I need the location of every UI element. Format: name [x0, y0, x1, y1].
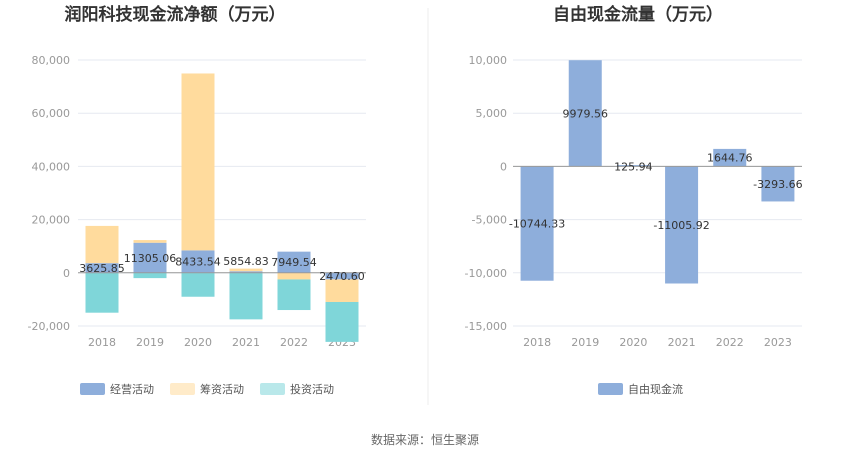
y-tick-label: -5,000 — [472, 214, 507, 227]
data-label: 7949.54 — [271, 256, 317, 269]
bar — [85, 272, 119, 313]
y-tick-label: 5,000 — [476, 107, 508, 120]
data-label: 11305.06 — [124, 252, 177, 265]
bar — [277, 279, 311, 311]
bar — [616, 165, 650, 167]
x-tick-label: 2019 — [571, 336, 599, 349]
data-label: -3293.66 — [753, 178, 802, 191]
x-tick-label: 2021 — [668, 336, 696, 349]
bar — [325, 272, 359, 280]
y-tick-label: -10,000 — [465, 267, 507, 280]
legend-entry: 筹资活动 — [200, 382, 244, 396]
x-tick-label: 2021 — [232, 336, 260, 349]
data-source: 数据来源：恒生聚源 — [371, 432, 479, 447]
bar — [520, 166, 554, 281]
cashflow-net-chart: 润阳科技现金流净额（万元） 80,000 60,000 40,000 20,000 0 -… — [28, 4, 366, 396]
data-label: -10744.33 — [509, 218, 565, 231]
x-tick-label: 2020 — [619, 336, 647, 349]
x-tick-label: 2018 — [88, 336, 116, 349]
legend-entry: 投资活动 — [290, 382, 334, 396]
legend-swatch — [170, 383, 195, 395]
bar — [229, 268, 263, 272]
y-tick-label: -20,000 — [28, 320, 70, 333]
bar — [181, 272, 215, 297]
chart-title: 润阳科技现金流净额（万元） — [65, 4, 286, 25]
data-label: 5854.83 — [223, 255, 269, 268]
x-tick-label: 2020 — [184, 336, 212, 349]
y-tick-label: -15,000 — [465, 320, 507, 333]
x-tick-label: 2022 — [280, 336, 308, 349]
data-label: 8433.54 — [175, 256, 221, 269]
x-tick-label: 2023 — [764, 336, 792, 349]
y-tick-label: 80,000 — [32, 54, 71, 67]
y-tick-label: 60,000 — [32, 107, 71, 120]
x-tick-label: 2018 — [523, 336, 551, 349]
bar — [181, 250, 215, 273]
data-label: 1644.76 — [707, 152, 753, 165]
legend-entry: 自由现金流 — [628, 382, 683, 396]
legend-entry: 经营活动 — [110, 382, 154, 396]
bar — [325, 301, 359, 342]
bar — [133, 272, 167, 279]
y-tick-label: 0 — [500, 160, 507, 173]
y-tick-label: 20,000 — [32, 214, 71, 227]
x-tick-label: 2019 — [136, 336, 164, 349]
y-tick-label: 10,000 — [469, 54, 508, 67]
bar — [665, 166, 699, 284]
data-label: 125.94 — [614, 160, 653, 173]
data-label: 2470.60 — [319, 270, 365, 283]
chart-title: 自由现金流量（万元） — [553, 4, 723, 25]
bar — [181, 73, 215, 251]
bar — [761, 166, 795, 202]
y-tick-label: 40,000 — [32, 160, 71, 173]
x-tick-label: 2022 — [716, 336, 744, 349]
legend-swatch — [80, 383, 105, 395]
bar — [85, 263, 119, 273]
y-tick-label: 0 — [63, 267, 70, 280]
data-label: 3625.85 — [79, 262, 125, 275]
data-label: 9979.56 — [563, 107, 609, 120]
legend-swatch — [260, 383, 285, 395]
bar — [325, 279, 359, 302]
bar — [133, 240, 167, 243]
bar — [229, 271, 263, 273]
bar — [713, 148, 747, 167]
bar — [85, 225, 119, 264]
bar — [133, 242, 167, 273]
bar — [277, 251, 311, 273]
free-cashflow-chart: 自由现金流量（万元） 10,000 5,000 0 -5,000 -10,000 -15,… — [465, 4, 803, 396]
bar — [277, 272, 311, 280]
legend-swatch — [598, 383, 623, 395]
bar — [568, 60, 602, 167]
data-label: -11005.92 — [653, 219, 709, 232]
bar — [229, 272, 263, 320]
